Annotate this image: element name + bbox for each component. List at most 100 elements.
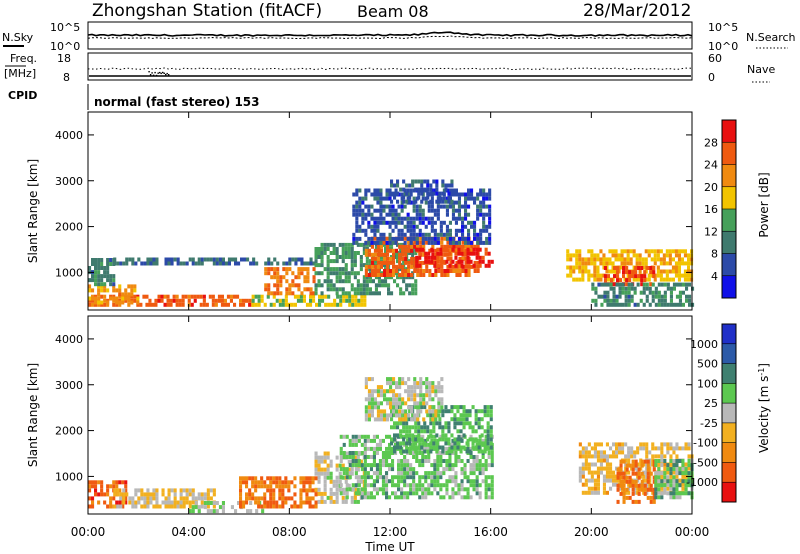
- heatmap-cell: [359, 255, 363, 259]
- heatmap-cell: [254, 484, 258, 489]
- heatmap-cell: [651, 454, 655, 459]
- heatmap-cell: [445, 224, 449, 229]
- heatmap-cell: [155, 504, 159, 509]
- heatmap-cell: [369, 491, 373, 496]
- y-tick-label: 2000: [55, 425, 83, 438]
- heatmap-cell: [109, 278, 113, 283]
- heatmap-cell: [206, 509, 210, 514]
- heatmap-cell: [393, 449, 397, 454]
- heatmap-cell: [445, 247, 449, 252]
- heatmap-cell: [367, 405, 371, 410]
- heatmap-cell: [314, 251, 318, 255]
- heatmap-cell: [434, 248, 438, 253]
- heatmap-cell: [372, 463, 376, 468]
- heatmap-cell: [401, 401, 405, 406]
- heatmap-cell: [449, 260, 453, 265]
- heatmap-cell: [359, 283, 363, 288]
- heatmap-cell: [639, 298, 643, 303]
- heatmap-cell: [622, 487, 626, 492]
- heatmap-cell: [106, 288, 110, 293]
- heatmap-cell: [347, 251, 351, 255]
- heatmap-cell: [299, 492, 303, 497]
- heatmap-cell: [469, 434, 473, 439]
- heatmap-cell: [348, 298, 352, 303]
- heatmap-cell: [602, 486, 606, 491]
- heatmap-cell: [428, 409, 432, 414]
- heatmap-cell: [425, 393, 429, 398]
- heatmap-cell: [385, 455, 389, 459]
- heatmap-cell: [638, 257, 642, 262]
- cpid-label: CPID: [8, 89, 37, 102]
- heatmap-cell: [433, 475, 437, 480]
- heatmap-cell: [469, 446, 473, 451]
- heatmap-cell: [678, 483, 682, 488]
- heatmap-cell: [181, 302, 185, 307]
- heatmap-cell: [397, 463, 401, 468]
- heatmap-cell: [663, 471, 667, 476]
- heatmap-cell: [264, 267, 268, 272]
- heatmap-cell: [425, 385, 429, 390]
- heatmap-cell: [299, 480, 303, 485]
- heatmap-cell: [320, 471, 324, 476]
- heatmap-cell: [396, 425, 400, 430]
- heatmap-cell: [112, 282, 116, 287]
- heatmap-cell: [488, 212, 492, 217]
- heatmap-cell: [460, 434, 464, 439]
- heatmap-cell: [281, 484, 285, 489]
- heatmap-cell: [609, 478, 613, 483]
- heatmap-cell: [691, 302, 695, 307]
- heatmap-cell: [375, 491, 379, 496]
- heatmap-cell: [351, 442, 355, 447]
- heatmap-cell: [436, 212, 440, 217]
- heatmap-cell: [675, 446, 679, 451]
- heatmap-cell: [122, 496, 126, 501]
- heatmap-cell: [672, 479, 676, 484]
- heatmap-cell: [593, 454, 597, 459]
- heatmap-cell: [420, 437, 424, 442]
- heatmap-cell: [364, 413, 368, 418]
- heatmap-cell: [363, 495, 367, 500]
- heatmap-cell: [599, 470, 603, 475]
- heatmap-cell: [394, 220, 398, 225]
- heatmap-cell: [386, 397, 390, 402]
- heatmap-cell: [386, 389, 390, 394]
- heatmap-cell: [239, 500, 243, 505]
- heatmap-cell: [587, 450, 591, 455]
- heatmap-cell: [100, 288, 104, 293]
- heatmap-cell: [376, 409, 380, 414]
- heatmap-cell: [360, 451, 364, 455]
- heatmap-cell: [659, 257, 663, 262]
- heatmap-cell: [143, 261, 147, 266]
- heatmap-cell: [115, 296, 119, 301]
- heatmap-cell: [131, 261, 135, 266]
- heatmap-cell: [314, 487, 318, 492]
- heatmap-cell: [392, 273, 396, 277]
- heatmap-cell: [398, 377, 402, 382]
- heatmap-cell: [254, 500, 258, 505]
- heatmap-cell: [402, 275, 406, 280]
- heatmap-cell: [311, 496, 315, 501]
- heatmap-cell: [416, 273, 420, 277]
- heatmap-cell: [323, 279, 327, 284]
- heatmap-cell: [424, 495, 428, 500]
- heatmap-cell: [389, 405, 393, 410]
- heatmap-cell: [665, 269, 669, 274]
- heatmap-cell: [443, 244, 447, 249]
- heatmap-cell: [642, 290, 646, 295]
- heatmap-cell: [281, 504, 285, 509]
- heatmap-cell: [669, 459, 673, 463]
- heatmap-cell: [416, 244, 420, 249]
- heatmap-cell: [233, 302, 237, 307]
- freq-panel: Freq. [MHz] 18 8 60 0 Nave: [4, 52, 775, 84]
- heatmap-cell: [453, 445, 457, 450]
- heatmap-cell: [103, 500, 107, 505]
- heatmap-cell: [326, 475, 330, 480]
- heatmap-cell: [402, 259, 406, 264]
- heatmap-cell: [344, 242, 348, 247]
- heatmap-cell: [251, 480, 255, 485]
- heatmap-cell: [479, 240, 483, 245]
- heatmap-cell: [578, 265, 582, 270]
- heatmap-cell: [106, 258, 110, 262]
- heatmap-cell: [314, 455, 318, 460]
- heatmap-cell: [417, 425, 421, 430]
